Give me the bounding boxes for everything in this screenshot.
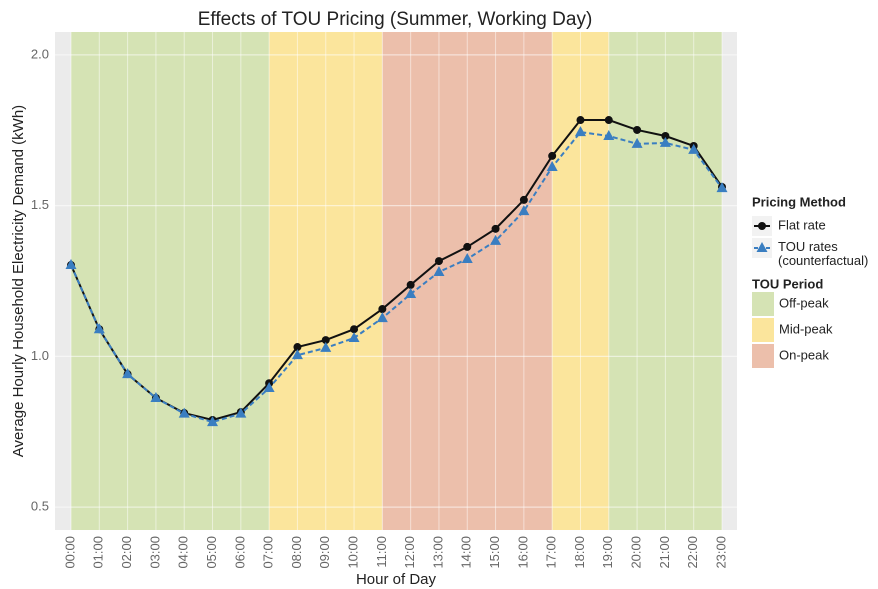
legend-label: Mid-peak — [779, 321, 833, 336]
legend-title: Pricing Method — [752, 194, 846, 209]
x-tick-label: 18:00 — [572, 536, 587, 569]
point — [463, 242, 472, 251]
x-tick-label: 21:00 — [657, 536, 672, 569]
point — [688, 143, 700, 154]
x-tick-label: 08:00 — [289, 536, 304, 569]
x-tick-label: 16:00 — [515, 536, 530, 569]
point — [604, 116, 613, 125]
point — [93, 323, 105, 334]
point — [659, 136, 671, 147]
point — [574, 126, 586, 137]
point — [150, 391, 162, 402]
x-tick-label: 13:00 — [430, 536, 445, 569]
point — [291, 349, 303, 360]
legend-label: Off-peak — [779, 295, 829, 310]
point — [548, 151, 557, 160]
x-tick-label: 04:00 — [176, 536, 191, 569]
point — [716, 182, 728, 193]
y-tick-label: 0.5 — [31, 499, 49, 514]
point — [378, 305, 387, 314]
x-tick-label: 06:00 — [232, 536, 247, 569]
point — [661, 132, 670, 141]
x-tick-label: 17:00 — [544, 536, 559, 569]
point — [603, 130, 615, 141]
legend-swatch — [752, 344, 774, 368]
x-tick-label: 00:00 — [62, 536, 77, 569]
y-tick-label: 2.0 — [31, 46, 49, 61]
legend-label: On-peak — [779, 347, 829, 362]
point — [461, 252, 473, 263]
x-tick-label: 07:00 — [261, 536, 276, 569]
point — [376, 312, 388, 323]
point — [348, 331, 360, 342]
point — [518, 205, 530, 216]
x-tick-label: 20:00 — [629, 536, 644, 569]
point — [491, 224, 500, 233]
point — [405, 287, 417, 298]
x-tick-label: 23:00 — [713, 536, 728, 569]
chart-title: Effects of TOU Pricing (Summer, Working … — [198, 9, 593, 30]
point — [490, 234, 502, 245]
point — [207, 416, 219, 427]
point — [519, 195, 528, 204]
legend-label: Flat rate — [778, 217, 826, 232]
legend-label: TOU rates (counterfactual) — [778, 239, 868, 268]
x-tick-label: 02:00 — [119, 536, 134, 569]
point — [235, 407, 247, 418]
y-tick-label: 1.5 — [31, 197, 49, 212]
point — [178, 407, 190, 418]
x-tick-label: 09:00 — [317, 536, 332, 569]
point — [350, 325, 359, 334]
y-axis-title: Average Hourly Household Electricity Dem… — [10, 105, 27, 457]
series-line — [70, 131, 723, 424]
x-tick-label: 14:00 — [459, 536, 474, 569]
point — [122, 368, 134, 379]
legend-swatch — [752, 292, 774, 316]
point — [263, 382, 275, 393]
x-tick-label: 15:00 — [487, 536, 502, 569]
point — [434, 257, 443, 266]
y-tick-label: 1.0 — [31, 348, 49, 363]
x-tick-label: 12:00 — [402, 536, 417, 569]
legend-swatch — [752, 318, 774, 342]
legend-key — [758, 222, 766, 230]
x-axis-title: Hour of Day — [356, 571, 437, 588]
point — [321, 336, 330, 345]
point — [576, 116, 585, 125]
x-tick-label: 10:00 — [345, 536, 360, 569]
x-tick-label: 22:00 — [685, 536, 700, 569]
point — [546, 161, 558, 172]
point — [631, 137, 643, 148]
x-tick-label: 11:00 — [374, 536, 389, 568]
point — [293, 343, 302, 352]
x-tick-label: 19:00 — [600, 536, 615, 569]
x-tick-label: 03:00 — [147, 536, 162, 569]
point — [320, 341, 332, 352]
legend-key — [756, 242, 768, 252]
legend-title: TOU Period — [752, 276, 823, 291]
point — [65, 259, 77, 270]
x-tick-label: 05:00 — [204, 536, 219, 569]
point — [633, 125, 642, 134]
x-tick-label: 01:00 — [91, 536, 106, 569]
point — [433, 265, 445, 276]
period-band — [71, 32, 270, 530]
point — [406, 280, 415, 289]
